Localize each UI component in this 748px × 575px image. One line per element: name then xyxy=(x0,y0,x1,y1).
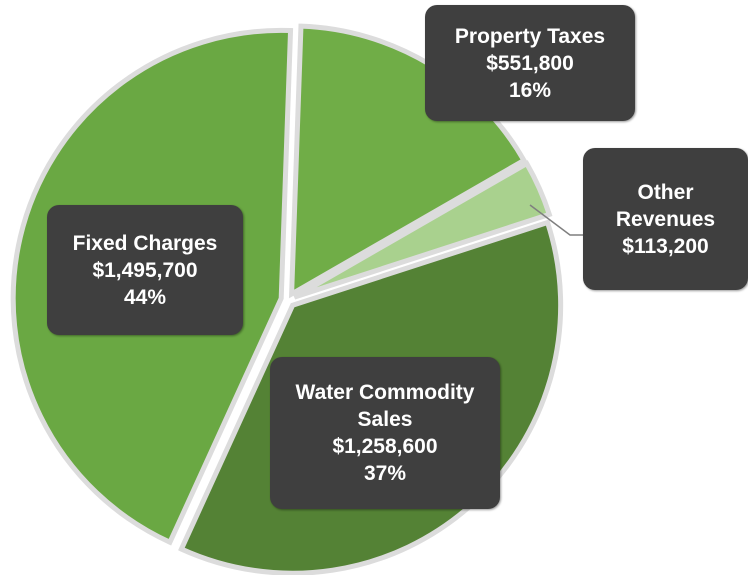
category-label: Fixed Charges xyxy=(72,231,218,255)
leader-line xyxy=(529,204,583,236)
value-label: $1,495,700 xyxy=(92,258,198,282)
category-label: Water Commodity Sales xyxy=(295,381,475,431)
value-label: $551,800 xyxy=(486,51,574,75)
data-label: Property Taxes $551,800 16% xyxy=(425,5,635,121)
percent-label: 37% xyxy=(363,462,407,485)
value-label: $1,258,600 xyxy=(332,435,438,458)
percent-label: 16% xyxy=(508,78,552,102)
data-label: Water Commodity Sales $1,258,600 37% xyxy=(270,357,500,509)
category-label: Property Taxes xyxy=(454,24,606,48)
category-label: Other Revenues xyxy=(615,180,716,231)
data-label: Other Revenues $113,200 xyxy=(583,148,748,290)
data-label: Fixed Charges $1,495,700 44% xyxy=(47,205,243,335)
slice xyxy=(293,160,553,300)
percent-label: 44% xyxy=(123,285,167,309)
value-label: $113,200 xyxy=(622,234,709,258)
